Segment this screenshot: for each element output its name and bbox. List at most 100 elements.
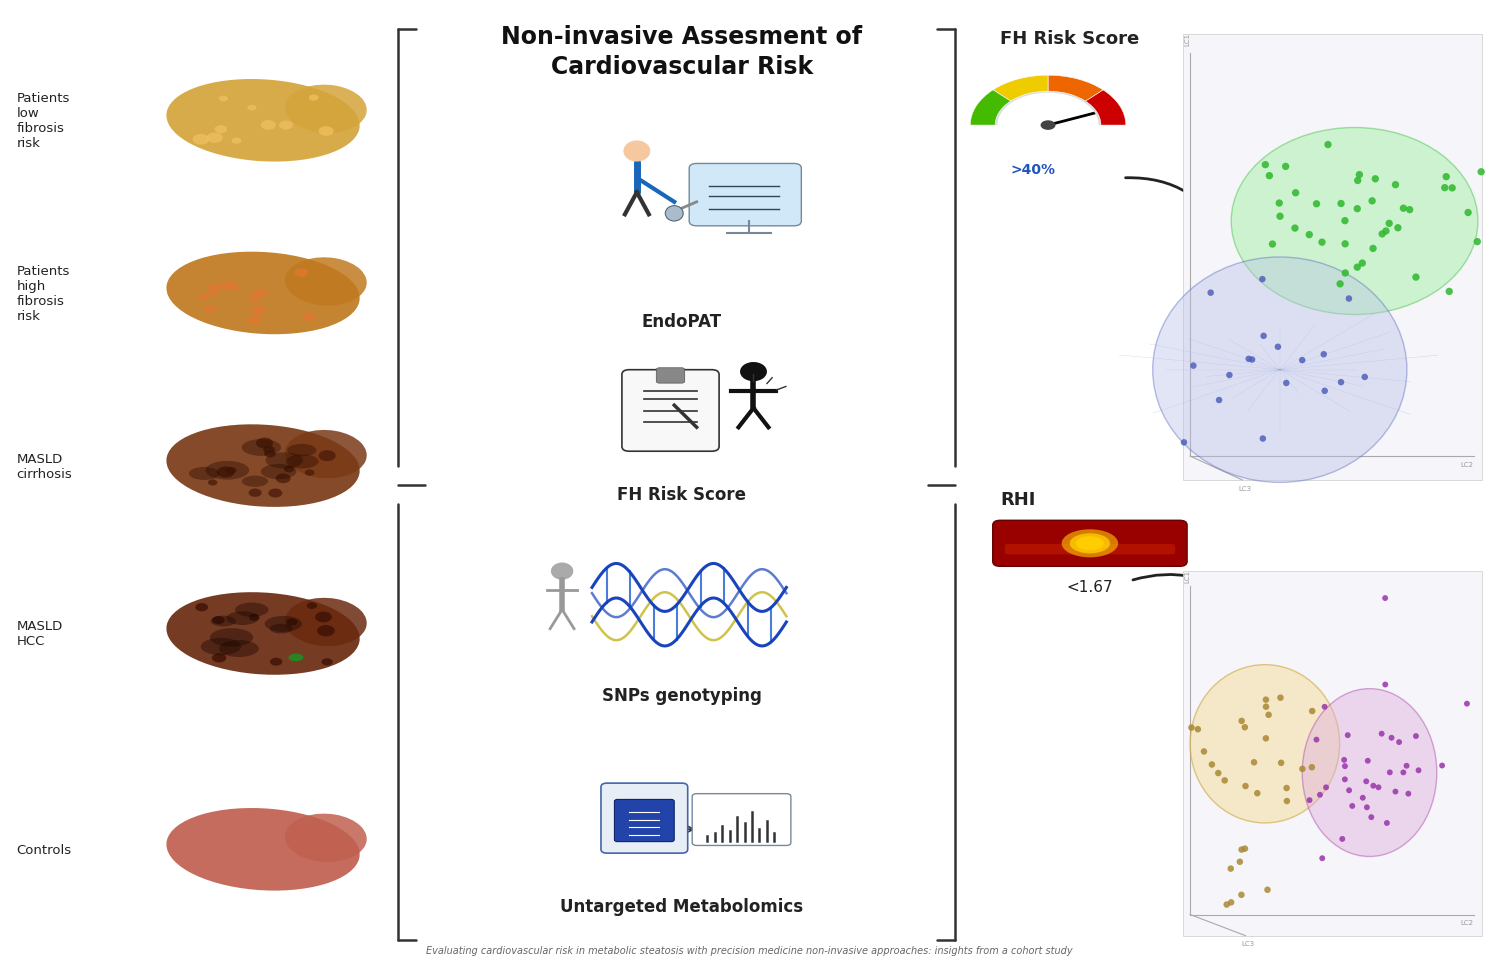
Point	[1404, 728, 1428, 744]
Point	[1380, 730, 1404, 746]
FancyBboxPatch shape	[601, 783, 688, 853]
Point	[1354, 774, 1378, 789]
Point	[1329, 197, 1353, 212]
Ellipse shape	[255, 289, 267, 297]
Ellipse shape	[279, 121, 294, 131]
Point	[1260, 237, 1284, 253]
Ellipse shape	[285, 598, 367, 647]
Point	[1440, 181, 1464, 196]
Ellipse shape	[241, 476, 268, 487]
Ellipse shape	[286, 455, 319, 469]
Point	[1332, 752, 1356, 768]
Ellipse shape	[285, 814, 367, 862]
Point	[1465, 234, 1489, 250]
Point	[1290, 353, 1314, 368]
Ellipse shape	[261, 121, 276, 131]
Point	[1386, 221, 1410, 236]
Point	[1257, 707, 1281, 723]
Point	[1233, 778, 1257, 794]
Point	[1351, 790, 1375, 805]
Point	[1254, 692, 1278, 707]
Ellipse shape	[285, 258, 367, 307]
Point	[1269, 755, 1293, 771]
Point	[1333, 758, 1357, 774]
FancyBboxPatch shape	[993, 521, 1186, 567]
Point	[1198, 285, 1222, 301]
Point	[1267, 209, 1291, 225]
Ellipse shape	[219, 96, 228, 103]
Ellipse shape	[288, 444, 316, 457]
Ellipse shape	[213, 616, 225, 625]
Text: MASLD
cirrhosis: MASLD cirrhosis	[16, 452, 72, 480]
Ellipse shape	[318, 626, 334, 637]
Ellipse shape	[295, 269, 309, 278]
Point	[1384, 784, 1408, 800]
Point	[1378, 765, 1402, 780]
Point	[1345, 202, 1369, 217]
Ellipse shape	[1189, 665, 1339, 823]
Ellipse shape	[166, 253, 360, 334]
Ellipse shape	[1076, 537, 1104, 551]
Ellipse shape	[249, 489, 262, 498]
Ellipse shape	[199, 295, 210, 301]
Point	[1329, 375, 1353, 390]
Point	[1455, 696, 1479, 711]
Point	[1432, 181, 1456, 196]
Point	[1362, 778, 1386, 794]
Point	[1360, 194, 1384, 209]
Point	[1233, 720, 1257, 735]
Ellipse shape	[270, 624, 292, 634]
Point	[1392, 765, 1416, 780]
Ellipse shape	[226, 611, 259, 626]
Point	[1305, 197, 1329, 212]
Point	[1230, 887, 1254, 902]
Point	[1297, 228, 1321, 243]
FancyBboxPatch shape	[656, 368, 685, 383]
Wedge shape	[1049, 76, 1103, 102]
Point	[1206, 766, 1230, 781]
Ellipse shape	[265, 453, 303, 469]
Ellipse shape	[214, 126, 228, 135]
Ellipse shape	[193, 135, 210, 145]
Ellipse shape	[268, 489, 282, 498]
Point	[1396, 786, 1420, 801]
Ellipse shape	[225, 467, 237, 475]
Wedge shape	[971, 90, 1011, 126]
Ellipse shape	[264, 446, 276, 454]
FancyBboxPatch shape	[1182, 572, 1482, 936]
Point	[1275, 376, 1299, 391]
Point	[1333, 772, 1357, 787]
Ellipse shape	[304, 470, 315, 477]
Point	[1470, 165, 1494, 181]
Point	[1213, 773, 1237, 788]
Point	[1338, 783, 1362, 799]
Wedge shape	[971, 76, 1126, 126]
Ellipse shape	[205, 461, 249, 480]
Ellipse shape	[265, 616, 301, 632]
Point	[1273, 160, 1297, 175]
Ellipse shape	[285, 86, 367, 134]
Ellipse shape	[285, 431, 367, 479]
Ellipse shape	[249, 614, 259, 621]
Point	[1254, 731, 1278, 747]
Point	[1218, 368, 1242, 383]
Point	[1275, 780, 1299, 796]
Ellipse shape	[1062, 530, 1118, 557]
Ellipse shape	[252, 306, 267, 315]
Ellipse shape	[276, 474, 291, 483]
FancyBboxPatch shape	[1005, 544, 1174, 554]
Point	[1284, 185, 1308, 201]
Point	[1369, 727, 1393, 742]
Point	[1275, 794, 1299, 809]
Point	[1230, 713, 1254, 728]
Point	[1179, 720, 1203, 735]
Ellipse shape	[319, 451, 336, 461]
Point	[1345, 260, 1369, 276]
Ellipse shape	[623, 141, 650, 162]
Ellipse shape	[283, 466, 294, 473]
Point	[1311, 235, 1335, 251]
Text: LC3: LC3	[1239, 485, 1252, 491]
Ellipse shape	[232, 138, 241, 144]
Ellipse shape	[211, 616, 235, 627]
Point	[1308, 787, 1332, 802]
